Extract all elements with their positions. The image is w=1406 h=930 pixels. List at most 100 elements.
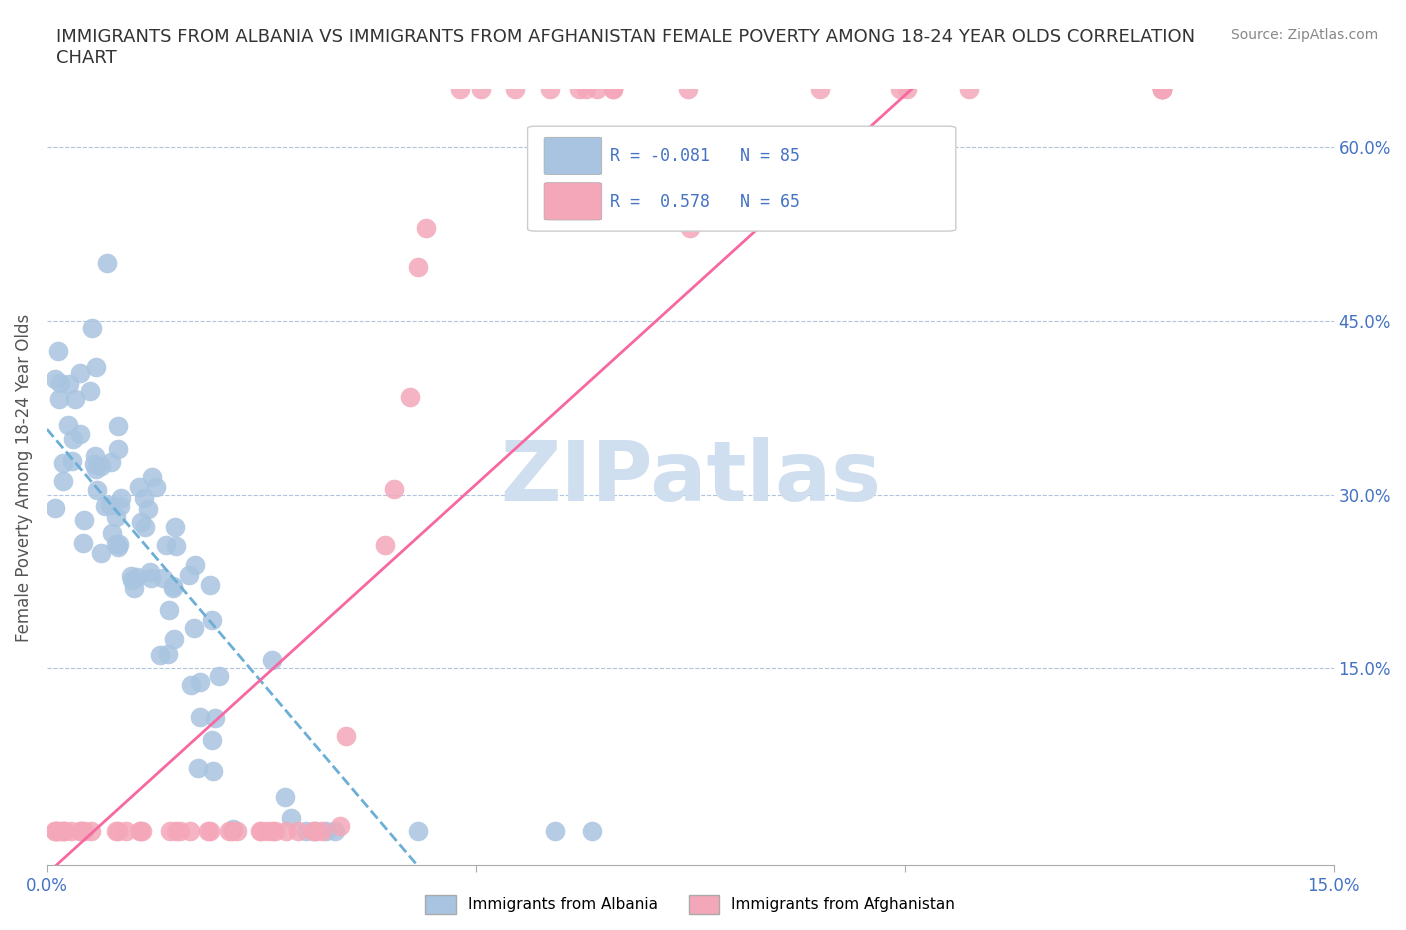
Point — [602, 82, 624, 97]
Point — [287, 823, 309, 838]
Point — [128, 823, 150, 838]
Point — [52, 823, 75, 838]
Point — [581, 823, 603, 838]
Point — [108, 498, 131, 513]
Point — [129, 514, 152, 529]
Point — [155, 538, 177, 552]
Point — [679, 221, 702, 236]
Point — [72, 536, 94, 551]
Point — [200, 823, 222, 838]
Point — [104, 823, 127, 838]
Point — [382, 482, 405, 497]
Point — [110, 490, 132, 505]
Point — [101, 526, 124, 541]
Point — [51, 823, 73, 838]
Point — [1152, 82, 1174, 97]
Point — [93, 498, 115, 513]
Point — [157, 603, 180, 618]
Point — [44, 823, 66, 838]
Point — [139, 565, 162, 579]
Point — [505, 82, 527, 97]
Point — [188, 675, 211, 690]
Point — [304, 823, 326, 838]
Point — [1152, 82, 1174, 97]
Point — [129, 823, 152, 838]
Point — [201, 764, 224, 778]
Point — [204, 711, 226, 725]
Point — [226, 823, 249, 838]
Point — [197, 823, 219, 838]
Point — [84, 461, 107, 476]
Point — [208, 669, 231, 684]
Point — [295, 823, 318, 838]
Point — [165, 539, 187, 554]
Point — [83, 457, 105, 472]
Point — [145, 480, 167, 495]
Point — [449, 82, 471, 97]
Point — [70, 823, 93, 838]
Point — [73, 512, 96, 527]
Point — [105, 510, 128, 525]
Point — [302, 823, 325, 838]
Point — [676, 82, 699, 97]
Text: IMMIGRANTS FROM ALBANIA VS IMMIGRANTS FROM AFGHANISTAN FEMALE POVERTY AMONG 18-2: IMMIGRANTS FROM ALBANIA VS IMMIGRANTS FR… — [56, 28, 1195, 67]
Point — [1152, 82, 1174, 97]
Point — [1152, 82, 1174, 97]
Point — [889, 82, 911, 97]
Point — [163, 631, 186, 646]
Point — [53, 823, 76, 838]
Point — [60, 454, 83, 469]
Point — [575, 82, 598, 97]
Point — [249, 823, 271, 838]
Text: ZIPatlas: ZIPatlas — [499, 437, 880, 518]
Point — [187, 761, 209, 776]
Point — [107, 823, 129, 838]
Point — [808, 82, 831, 97]
Point — [538, 82, 561, 97]
Point — [84, 449, 107, 464]
Point — [221, 823, 243, 838]
Point — [165, 823, 187, 838]
Point — [141, 469, 163, 484]
Point — [79, 384, 101, 399]
Point — [201, 613, 224, 628]
Point — [399, 390, 422, 405]
Point — [90, 459, 112, 474]
Point — [69, 427, 91, 442]
Point — [169, 823, 191, 838]
Point — [100, 455, 122, 470]
Point — [957, 82, 980, 97]
Point — [80, 321, 103, 336]
Point — [335, 728, 357, 743]
Point — [179, 567, 201, 582]
Point — [183, 620, 205, 635]
Point — [406, 823, 429, 838]
Point — [157, 646, 180, 661]
Point — [134, 490, 156, 505]
Point — [162, 578, 184, 593]
Point — [98, 498, 121, 512]
Point — [1152, 82, 1174, 97]
Point — [120, 568, 142, 583]
Point — [149, 647, 172, 662]
Point — [134, 520, 156, 535]
Point — [58, 377, 80, 392]
Point — [221, 821, 243, 836]
Point — [44, 501, 66, 516]
Point — [131, 823, 153, 838]
Point — [200, 578, 222, 592]
Point — [44, 823, 66, 838]
Point — [128, 480, 150, 495]
Point — [62, 432, 84, 447]
Point — [304, 823, 326, 838]
Point — [136, 502, 159, 517]
Point — [374, 538, 396, 552]
Point — [188, 710, 211, 724]
Point — [84, 360, 107, 375]
Point — [139, 571, 162, 586]
Point — [44, 371, 66, 386]
Point — [179, 823, 201, 838]
Point — [63, 392, 86, 406]
Point — [48, 392, 70, 406]
Point — [69, 365, 91, 380]
